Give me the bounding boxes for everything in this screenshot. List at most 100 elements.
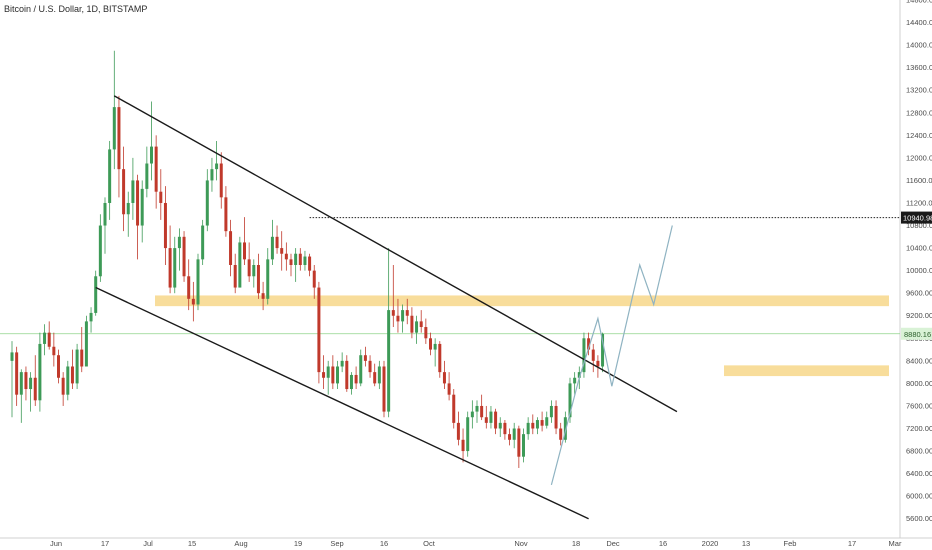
candle-body (322, 372, 326, 378)
candle-body (429, 338, 432, 350)
candle-body (70, 366, 74, 384)
candle-body (308, 256, 312, 271)
candle-body (587, 338, 591, 350)
x-tick-label: 15 (188, 539, 196, 548)
channel-upper-line (113, 95, 678, 413)
y-tick-label: 14400.00 (906, 18, 932, 27)
candle-body (43, 332, 47, 344)
candle-body (317, 287, 321, 373)
candle-body (150, 146, 153, 164)
candle-body (363, 355, 367, 361)
candle-body (61, 377, 65, 395)
x-tick-label: Nov (514, 539, 528, 548)
y-tick-label: 12000.00 (906, 153, 932, 162)
candle-body (433, 343, 437, 350)
candle-body (531, 422, 535, 429)
x-tick-label: Dec (606, 539, 620, 548)
candle-body (154, 146, 158, 192)
candle-body (554, 405, 558, 429)
level-price-badge (901, 211, 932, 224)
candle-body (387, 310, 391, 412)
candle-body (89, 312, 93, 322)
x-tick-label: 16 (659, 539, 667, 548)
candle-body (52, 346, 56, 356)
candle-body (298, 253, 302, 265)
x-tick-label: 13 (742, 539, 750, 548)
level-price-label: 10940.98 (903, 214, 932, 223)
candle-body (247, 259, 251, 277)
candle-body (582, 338, 586, 373)
y-tick-label: 10000.00 (906, 266, 932, 275)
candle-body (382, 366, 386, 412)
candle-body (391, 310, 395, 316)
y-tick-label: 13600.00 (906, 63, 932, 72)
candle-body (340, 360, 344, 367)
candle-body (136, 180, 140, 226)
candle-body (84, 321, 88, 367)
candle-body (545, 417, 549, 426)
candle-body (201, 225, 205, 260)
candle-body (210, 169, 214, 181)
candle-body (503, 422, 507, 435)
candle-body (568, 383, 572, 418)
x-tick-label: 17 (101, 539, 109, 548)
candle-body (256, 265, 260, 294)
candle-body (466, 417, 470, 452)
x-tick-label: Jul (143, 539, 153, 548)
candle-body (591, 349, 595, 361)
candle-body (470, 411, 474, 418)
candle-body (284, 253, 288, 260)
candle-body (233, 265, 237, 288)
candle-body (373, 372, 377, 384)
candle-body (415, 321, 419, 333)
candle-body (522, 434, 525, 457)
candle-body (224, 197, 228, 232)
candle-body (359, 355, 363, 384)
candle-body (424, 327, 428, 339)
candle-body (601, 333, 605, 367)
candle-body (126, 202, 130, 215)
candle-body (354, 374, 358, 384)
x-tick-label: Mar (889, 539, 902, 548)
candle-body (396, 315, 400, 322)
candle-body (461, 439, 465, 452)
x-tick-label: Oct (423, 539, 436, 548)
candle-body (438, 343, 442, 373)
candle-body (196, 259, 200, 305)
candle-body (112, 107, 116, 150)
candle-body (508, 434, 512, 440)
candle-body (270, 236, 274, 260)
y-tick-label: 10400.00 (906, 244, 932, 253)
candle-body (163, 202, 167, 249)
candle-body (80, 349, 84, 367)
candle-body (368, 360, 372, 373)
candle-body (252, 265, 256, 277)
y-tick-label: 14800.00 (906, 0, 932, 5)
y-tick-label: 10800.00 (906, 221, 932, 230)
candle-body (168, 248, 172, 288)
y-tick-label: 8400.00 (906, 356, 932, 365)
candle-body (57, 355, 60, 378)
candle-body (173, 248, 177, 288)
candle-body (294, 253, 298, 265)
candle-body (563, 417, 567, 440)
candle-body (419, 321, 423, 328)
y-tick-label: 6400.00 (906, 469, 932, 478)
candle-body (526, 422, 530, 435)
x-tick-label: Aug (234, 539, 247, 548)
candle-body (498, 422, 502, 429)
candle-body (205, 180, 209, 226)
candle-body (29, 377, 33, 390)
candle-body (442, 372, 446, 384)
candle-body (24, 372, 28, 390)
candle-body (38, 343, 42, 401)
current-price-label: 8880.16 (904, 330, 931, 339)
y-tick-label: 9200.00 (906, 311, 932, 320)
candle-body (229, 231, 233, 265)
candle-body (577, 372, 581, 378)
candle-body (401, 310, 405, 322)
y-tick-label: 11200.00 (906, 198, 932, 207)
x-tick-label: Feb (784, 539, 797, 548)
candle-body (122, 169, 126, 215)
